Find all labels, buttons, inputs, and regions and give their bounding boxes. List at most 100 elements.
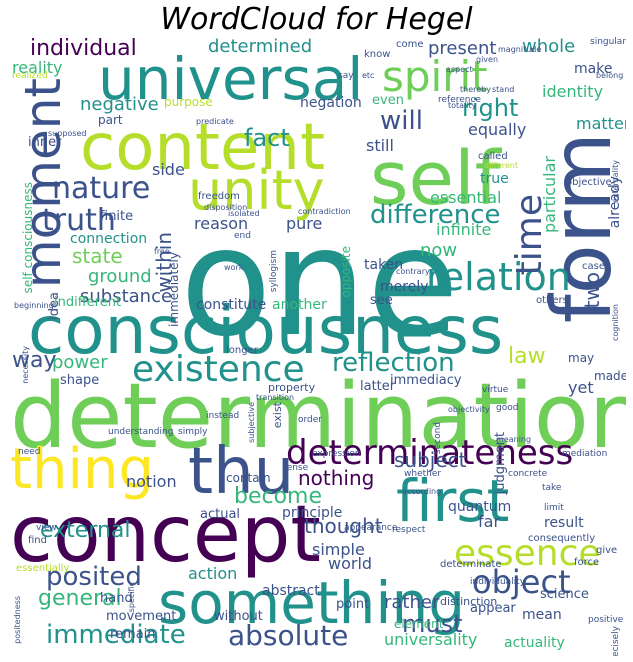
cloud-word: still	[366, 136, 394, 155]
cloud-word: difference	[370, 200, 501, 230]
cloud-word: something	[158, 569, 466, 637]
word-cloud: one determination consciousness concept …	[8, 36, 626, 656]
cloud-word: singular	[590, 37, 626, 47]
cloud-word: objective	[566, 177, 612, 188]
cloud-word: latter	[360, 379, 396, 394]
cloud-word: merely	[380, 279, 429, 295]
cloud-word: know	[364, 49, 391, 60]
cloud-word: come	[396, 39, 424, 50]
cloud-word: one	[180, 196, 460, 370]
cloud-word: result	[544, 515, 584, 531]
cloud-word: content	[80, 111, 326, 185]
cloud-word: principle	[282, 505, 343, 521]
cloud-word: predicate	[196, 117, 234, 126]
cloud-word: part	[98, 113, 123, 127]
cloud-word: present	[428, 38, 497, 59]
cloud-word: rather	[384, 592, 440, 613]
cloud-word: far	[478, 512, 501, 531]
cloud-word: longer	[226, 345, 258, 356]
cloud-word: nothing	[298, 466, 375, 490]
cloud-word: mediation	[562, 449, 608, 459]
cloud-word: quantum	[448, 499, 512, 515]
cloud-word: give	[596, 545, 618, 556]
cloud-word: thought	[304, 514, 383, 538]
cloud-word: taken	[364, 257, 404, 273]
cloud-word: appearance	[344, 523, 398, 533]
cloud-word: negation	[300, 95, 362, 111]
cloud-word: truth	[42, 203, 116, 238]
cloud-word: made	[594, 369, 626, 383]
cloud-word: belong	[596, 71, 624, 80]
cloud-word: concrete	[508, 469, 548, 479]
cloud-word: universality	[384, 630, 478, 649]
cloud-word: specific	[127, 582, 136, 613]
cloud-word: isolated	[228, 209, 260, 218]
cloud-word: must	[402, 610, 463, 638]
cloud-word: objectivity	[448, 405, 490, 414]
cloud-word: determined	[208, 36, 313, 57]
cloud-word: subjective	[247, 402, 256, 443]
cloud-word: meaning	[496, 435, 532, 444]
cloud-word: reality	[12, 58, 63, 77]
cloud-word: relation	[426, 255, 571, 299]
cloud-word: necessity	[21, 346, 30, 384]
cloud-word: shape	[60, 373, 100, 388]
cloud-word: understanding	[108, 427, 174, 437]
cloud-word: expression	[312, 449, 361, 459]
cloud-word: reference	[438, 95, 481, 105]
cloud-word: consciousness	[28, 292, 504, 369]
cloud-word: essentially	[16, 563, 70, 574]
cloud-word: case	[582, 261, 605, 272]
cloud-word: identity	[542, 82, 604, 101]
cloud-word: fact	[244, 124, 290, 152]
cloud-word: respect	[392, 525, 426, 535]
cloud-word: infinite	[436, 220, 492, 239]
cloud-word: actual	[200, 507, 241, 522]
cloud-word: externality	[611, 160, 620, 204]
cloud-word: reflection	[332, 348, 455, 378]
cloud-word: consequently	[528, 533, 596, 544]
cloud-word: general	[38, 586, 122, 611]
cloud-word: limit	[544, 503, 564, 513]
cloud-word: positedness	[13, 596, 22, 644]
cloud-word: posited	[46, 562, 142, 592]
cloud-word: equally	[468, 120, 527, 139]
cloud-word: precisely	[611, 626, 621, 656]
cloud-word: others	[536, 295, 568, 306]
cloud-word: side	[152, 160, 185, 179]
cloud-word: aspect	[446, 65, 473, 74]
cloud-word: become	[234, 484, 323, 509]
cloud-word: second	[433, 422, 443, 455]
cloud-word: order	[298, 415, 322, 425]
cloud-word: thu	[188, 435, 295, 509]
cloud-word: particular	[540, 156, 559, 234]
cloud-word: action	[188, 564, 238, 583]
cloud-word: mean	[522, 607, 562, 623]
cloud-word: transition	[256, 393, 295, 402]
cloud-word: movement	[106, 609, 177, 624]
cloud-word: immediately	[167, 252, 181, 327]
cloud-word: determinateness	[286, 433, 574, 473]
cloud-word: essential	[430, 188, 502, 207]
cloud-word: matter	[576, 114, 626, 133]
cloud-word: totality	[448, 101, 477, 110]
cloud-word: supposed	[48, 129, 87, 138]
cloud-word: sense	[282, 463, 309, 473]
cloud-word: individual	[30, 36, 137, 61]
cloud-word: self consciousness	[21, 182, 35, 294]
cloud-word: essence	[454, 533, 601, 574]
cloud-word: immediacy	[390, 373, 462, 388]
cloud-word: positive	[588, 615, 624, 625]
cloud-word: object	[472, 563, 571, 601]
cloud-word: state	[72, 244, 123, 268]
cloud-word: according	[402, 487, 442, 496]
cloud-word: stand	[492, 85, 515, 94]
cloud-word: say	[338, 71, 354, 81]
cloud-word: constitute	[196, 297, 267, 313]
cloud-word: contradiction	[298, 207, 351, 216]
cloud-word: power	[52, 352, 108, 373]
cloud-word: another	[272, 297, 327, 313]
cloud-word: individuality	[470, 577, 526, 587]
cloud-word: free	[154, 247, 170, 256]
cloud-word: determinate	[440, 559, 502, 570]
